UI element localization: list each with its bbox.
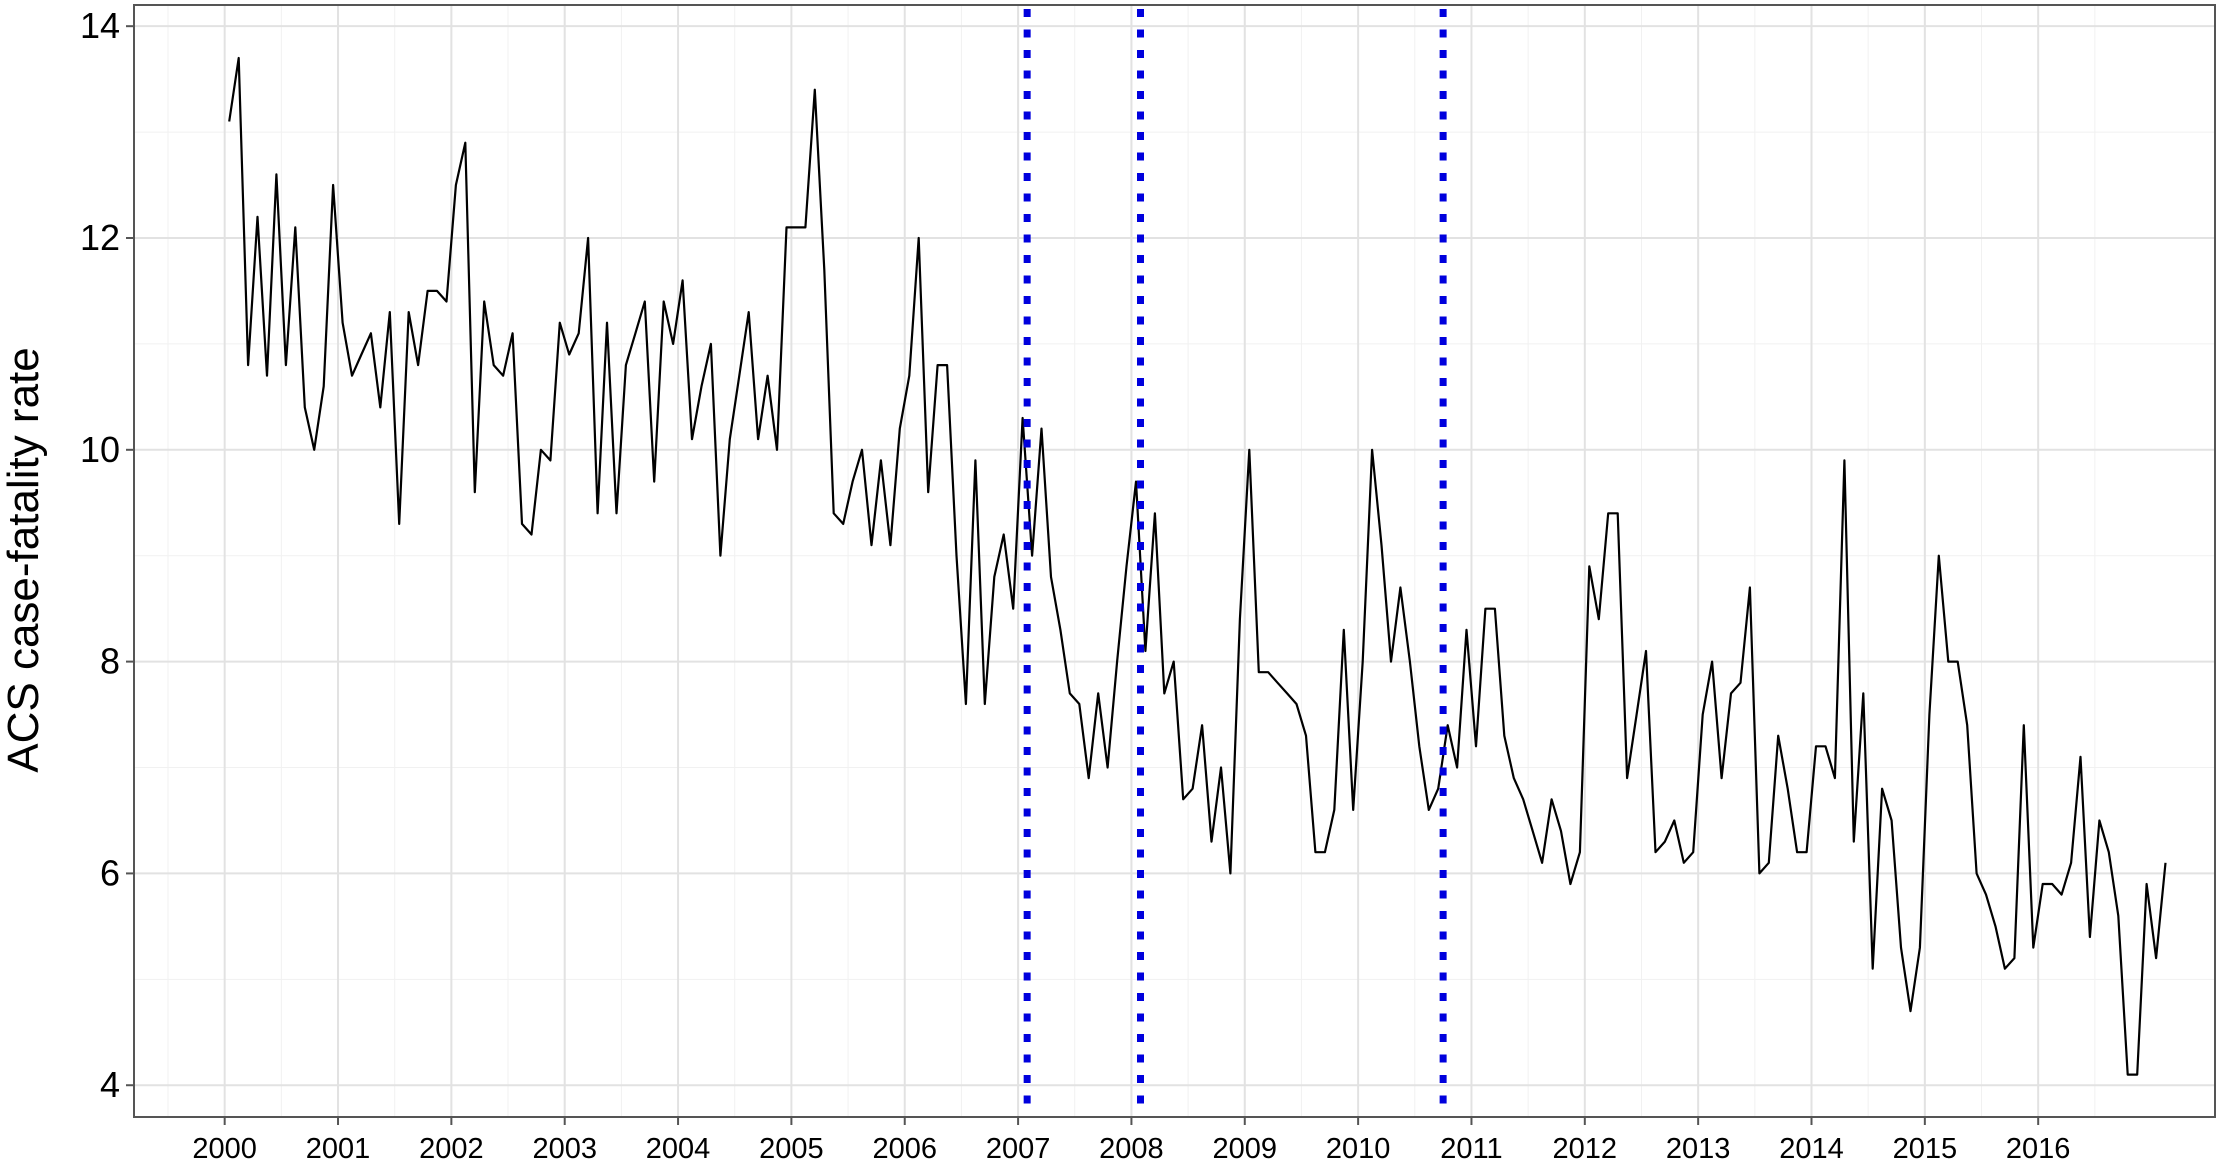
y-tick-label: 10 (80, 429, 120, 470)
x-tick-label: 2002 (419, 1133, 484, 1165)
x-tick-label: 2009 (1213, 1133, 1278, 1165)
plot-border (133, 4, 2216, 1118)
x-tick-label: 2011 (1440, 1133, 1502, 1165)
series-layer (228, 56, 2167, 1076)
x-tick-label: 2015 (1893, 1133, 1958, 1165)
x-tick-label: 2007 (986, 1133, 1051, 1165)
vertical-lines (1023, 9, 1447, 1117)
x-tick-label: 2016 (2006, 1133, 2071, 1165)
y-axis-label: ACS case-fatality rate (0, 347, 48, 773)
x-tick-label: 2013 (1666, 1133, 1731, 1165)
x-tick-label: 2008 (1099, 1133, 1164, 1165)
x-tick-label: 2001 (306, 1133, 371, 1165)
x-tick-label: 2006 (872, 1133, 937, 1165)
x-tick-label: 2004 (646, 1133, 711, 1165)
x-tick-label: 2000 (192, 1133, 257, 1165)
x-tick-label: 2005 (759, 1133, 824, 1165)
y-tick-label: 8 (100, 641, 120, 682)
major-grid (134, 5, 2215, 1117)
y-tick-label: 6 (100, 852, 120, 893)
x-tick-label: 2003 (532, 1133, 597, 1165)
y-tick-label: 12 (80, 217, 120, 258)
y-tick-label: 14 (80, 5, 120, 46)
axes: 4 6 8 10 12 14 2000 2001 2002 2003 2004 2005 2006 200… (80, 5, 2070, 1165)
series-line (228, 56, 2167, 1076)
y-tick-label: 4 (100, 1064, 120, 1105)
x-tick-label: 2014 (1779, 1133, 1844, 1165)
x-tick-label: 2010 (1326, 1133, 1391, 1165)
minor-grid (134, 5, 2215, 1117)
x-tick-label: 2012 (1553, 1133, 1618, 1165)
